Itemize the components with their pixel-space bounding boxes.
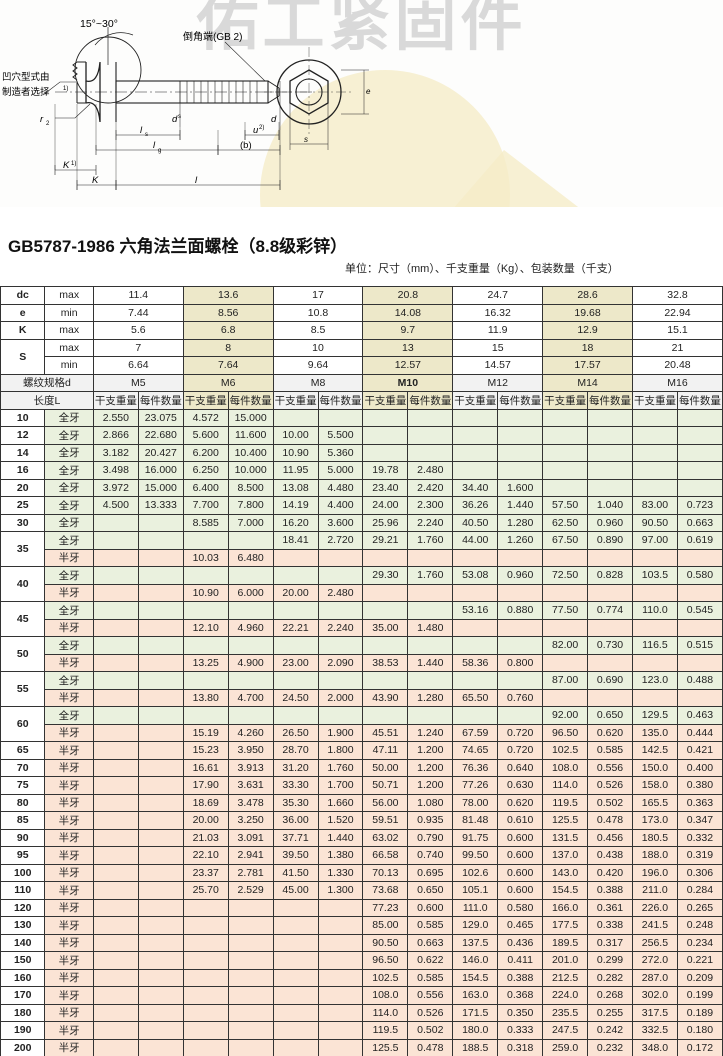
svg-text:2: 2 <box>46 121 50 127</box>
svg-text:(b): (b) <box>240 140 252 151</box>
svg-text:s: s <box>178 114 181 120</box>
svg-text:r: r <box>40 114 44 125</box>
svg-text:d: d <box>271 114 277 125</box>
svg-text:K: K <box>63 160 70 171</box>
svg-text:制造者选择: 制造者选择 <box>2 86 50 98</box>
svg-text:g: g <box>158 148 161 154</box>
svg-text:s: s <box>304 135 308 144</box>
svg-text:l: l <box>153 140 156 151</box>
svg-text:e: e <box>366 87 371 96</box>
svg-text:凹穴型式由: 凹穴型式由 <box>2 71 50 83</box>
svg-text:倒角端(GB 2): 倒角端(GB 2) <box>183 30 242 43</box>
svg-text:1): 1) <box>63 86 68 92</box>
svg-text:2): 2) <box>259 125 264 131</box>
svg-text:K: K <box>92 175 99 186</box>
svg-text:s: s <box>145 132 148 138</box>
svg-text:15°~30°: 15°~30° <box>80 18 118 30</box>
svg-text:l: l <box>140 125 143 136</box>
svg-text:1): 1) <box>71 161 76 167</box>
svg-text:l: l <box>195 175 198 186</box>
